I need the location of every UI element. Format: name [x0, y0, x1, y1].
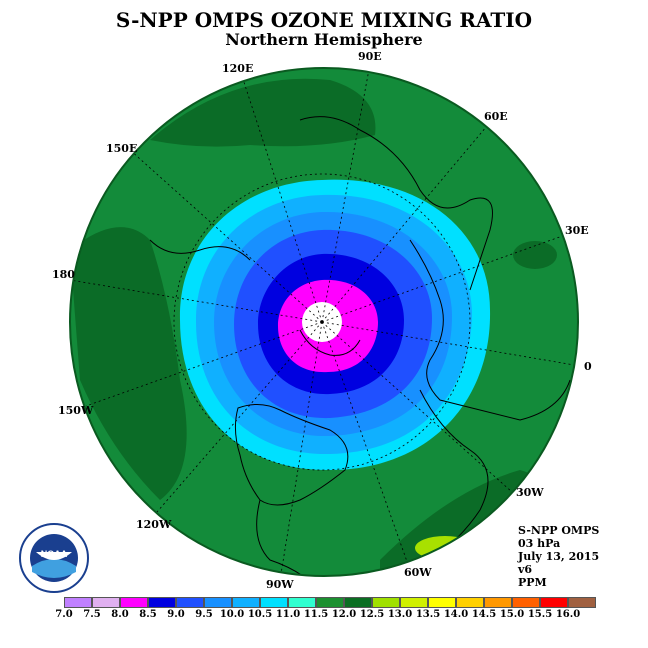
colorbar-label: 14.0	[443, 609, 469, 620]
colorbar-label: 16.0	[555, 609, 581, 620]
lon-label-180: 180	[52, 268, 75, 281]
colorbar-swatch	[316, 597, 344, 608]
colorbar-label: 14.5	[471, 609, 497, 620]
lon-label-60e: 60E	[484, 110, 508, 123]
lon-label-0: 0	[584, 360, 592, 373]
colorbar-swatch	[568, 597, 596, 608]
colorbar-swatch	[260, 597, 288, 608]
colorbar-label: 10.5	[247, 609, 273, 620]
dark-patch-east	[513, 241, 557, 269]
info-block: S-NPP OMPS 03 hPa July 13, 2015 v6 PPM	[518, 524, 599, 589]
colorbar-swatch	[92, 597, 120, 608]
colorbar-swatch	[232, 597, 260, 608]
colorbar-swatch	[344, 597, 372, 608]
coastlines	[149, 116, 571, 576]
colorbar-label: 12.5	[359, 609, 385, 620]
colorbar-label: 12.0	[331, 609, 357, 620]
page-subtitle: Northern Hemisphere	[225, 30, 423, 49]
colorbar-label: 11.0	[275, 609, 301, 620]
lon-label-120w: 120W	[136, 518, 172, 531]
colorbar-swatch	[372, 597, 400, 608]
colorbar-swatch	[288, 597, 316, 608]
colorbar-swatch	[204, 597, 232, 608]
colorbar-label: 13.0	[387, 609, 413, 620]
colorbar-label: 15.5	[527, 609, 553, 620]
lon-label-120e: 120E	[222, 62, 254, 75]
lon-label-150e: 150E	[106, 142, 138, 155]
lon-label-90e: 90E	[358, 50, 382, 63]
colorbar-label: 10.0	[219, 609, 245, 620]
colorbar-label: 13.5	[415, 609, 441, 620]
info-level: 03 hPa	[518, 537, 561, 550]
lon-label-30e: 30E	[565, 224, 589, 237]
dark-patch-north	[150, 78, 376, 147]
colorbar-swatch	[176, 597, 204, 608]
colorbar-label: 7.0	[55, 609, 73, 620]
lon-label-30w: 30W	[516, 486, 544, 499]
colorbar-label: 11.5	[303, 609, 329, 620]
colorbar-swatch	[120, 597, 148, 608]
lon-label-60w: 60W	[404, 566, 432, 579]
page-title: S-NPP OMPS OZONE MIXING RATIO	[115, 8, 533, 32]
colorbar-label: 7.5	[83, 609, 101, 620]
info-units: PPM	[518, 576, 547, 589]
colorbar-swatch	[428, 597, 456, 608]
lon-label-150w: 150W	[58, 404, 94, 417]
colorbar-swatch	[400, 597, 428, 608]
dark-patch-west	[70, 227, 187, 500]
colorbar-swatch	[64, 597, 92, 608]
colorbar-swatch	[540, 597, 568, 608]
colorbar-swatch	[484, 597, 512, 608]
map-border	[69, 67, 579, 577]
info-date: July 13, 2015	[518, 550, 600, 563]
colorbar-label: 8.0	[111, 609, 129, 620]
colorbar-swatch	[456, 597, 484, 608]
info-instrument: S-NPP OMPS	[518, 524, 600, 537]
colorbar-label: 8.5	[139, 609, 157, 620]
lon-label-90w: 90W	[266, 578, 294, 591]
noaa-logo: NOAA	[19, 523, 89, 593]
colorbar-swatch	[148, 597, 176, 608]
colorbar-swatch	[512, 597, 540, 608]
logo-text: NOAA	[41, 549, 68, 559]
info-version: v6	[518, 563, 533, 576]
colorbar-label: 9.5	[195, 609, 213, 620]
colorbar-label: 9.0	[167, 609, 185, 620]
graticule	[70, 68, 578, 576]
colorbar-label: 15.0	[499, 609, 525, 620]
